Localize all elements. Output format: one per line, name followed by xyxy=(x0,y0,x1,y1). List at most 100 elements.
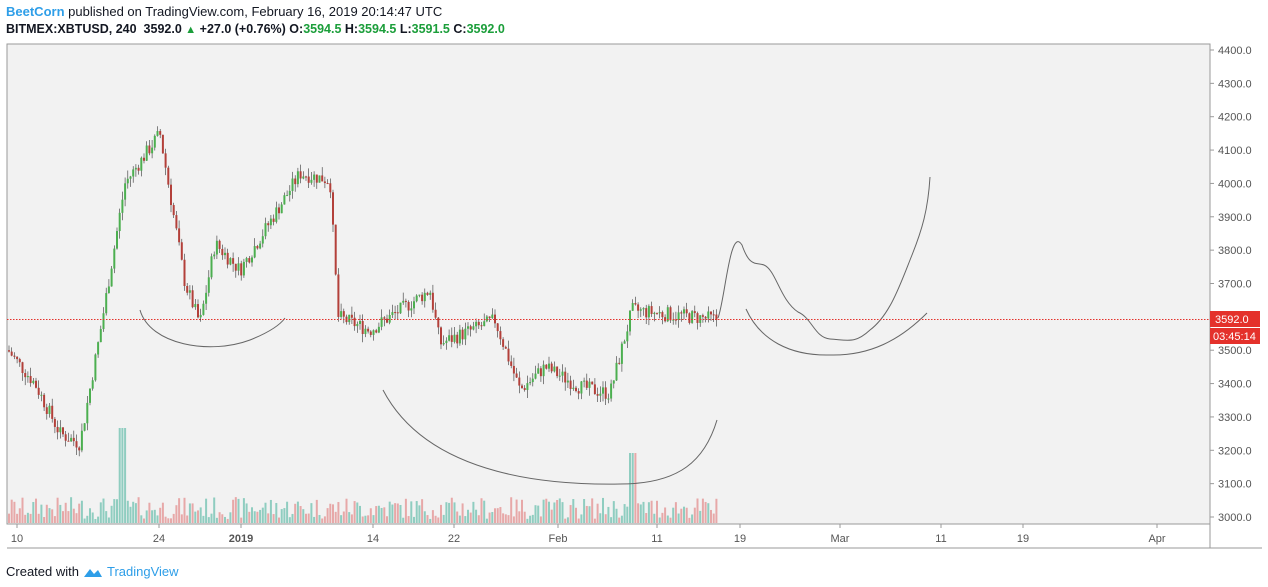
candle-body xyxy=(407,301,410,311)
countdown-value: 03:45:14 xyxy=(1213,331,1256,343)
candle-body xyxy=(380,317,383,327)
volume-bar xyxy=(237,498,240,523)
volume-bar xyxy=(310,503,313,523)
candle-body xyxy=(491,314,494,319)
volume-bar xyxy=(629,453,631,523)
volume-bar xyxy=(323,516,326,523)
candle-body xyxy=(426,292,429,295)
candle-body xyxy=(102,313,105,330)
volume-bar xyxy=(213,497,216,523)
volume-bar xyxy=(612,501,615,523)
candle-body xyxy=(342,311,345,317)
volume-bar xyxy=(507,515,510,523)
volume-bar xyxy=(410,501,413,523)
y-tick-label: 4000.0 xyxy=(1218,178,1252,190)
plot-area[interactable] xyxy=(6,43,1211,525)
candle-body xyxy=(631,303,634,311)
volume-bar xyxy=(626,506,629,523)
candle-body xyxy=(712,314,715,316)
volume-bar xyxy=(375,506,378,523)
candle-body xyxy=(156,131,159,136)
candle-body xyxy=(537,368,540,374)
volume-bar xyxy=(124,428,127,523)
tradingview-brand[interactable]: TradingView xyxy=(106,564,179,579)
volume-bar xyxy=(599,513,602,523)
candle-body xyxy=(485,316,488,322)
created-with-text: Created with xyxy=(6,564,79,579)
candle-body xyxy=(161,134,164,154)
volume-bar xyxy=(197,510,199,523)
candle-body xyxy=(569,380,572,389)
volume-bar xyxy=(548,501,550,523)
volume-bar xyxy=(356,502,359,523)
volume-bar xyxy=(107,517,110,523)
drawn-curve-3[interactable] xyxy=(717,176,931,341)
volume-bar xyxy=(637,503,640,523)
volume-bar xyxy=(72,508,75,523)
volume-bar xyxy=(48,508,51,523)
candle-body xyxy=(553,366,556,372)
candle-body xyxy=(623,341,626,344)
volume-bar xyxy=(564,518,567,523)
candle-body xyxy=(653,312,656,314)
candle-body xyxy=(510,361,513,366)
volume-bar xyxy=(423,511,426,523)
candle-body xyxy=(305,176,307,178)
price-axis[interactable]: 4400.0 4300.0 4200.0 4100.0 4000.0 3900.0 3800… xyxy=(1210,45,1252,524)
candle-body xyxy=(572,387,575,389)
volume-bar xyxy=(399,504,402,523)
volume-bar xyxy=(680,508,683,523)
drawn-curve-2[interactable] xyxy=(382,389,718,485)
candle-body xyxy=(299,171,302,179)
volume-bar xyxy=(710,509,712,523)
drawn-curve-4[interactable] xyxy=(745,308,928,356)
drawn-curve-1[interactable] xyxy=(139,309,286,348)
volume-bar xyxy=(396,503,399,523)
candle-body xyxy=(639,309,642,311)
candlestick-series xyxy=(8,126,718,457)
volume-bar xyxy=(299,506,302,523)
candle-body xyxy=(18,359,21,363)
candle-body xyxy=(180,242,183,260)
candle-body xyxy=(658,312,661,314)
candle-body xyxy=(661,312,664,318)
volume-bar xyxy=(483,500,486,523)
volume-bar xyxy=(89,508,91,523)
volume-bar xyxy=(261,507,264,523)
candle-body xyxy=(53,418,56,427)
candle-body xyxy=(99,329,102,343)
candle-body xyxy=(210,256,213,278)
author-name[interactable]: BeetCorn xyxy=(6,4,65,19)
volume-bar xyxy=(253,511,256,523)
volume-bar xyxy=(494,508,496,523)
candle-body xyxy=(429,292,432,295)
volume-bar xyxy=(164,516,167,523)
candle-body xyxy=(626,331,629,342)
volume-bar xyxy=(56,497,59,523)
volume-bar xyxy=(407,516,410,523)
candle-body xyxy=(315,174,318,183)
y-tick-label: 3700.0 xyxy=(1218,279,1252,291)
volume-bar xyxy=(305,513,307,523)
candle-body xyxy=(51,405,54,419)
volume-bar xyxy=(256,511,259,523)
volume-bar xyxy=(650,500,653,523)
y-tick-label: 4200.0 xyxy=(1218,112,1252,124)
time-axis[interactable]: 10 24 2019 14 22 Feb 11 19 Mar 11 19 Apr xyxy=(11,524,1166,545)
candle-body xyxy=(701,315,704,317)
candle-body xyxy=(175,215,178,229)
volume-bar xyxy=(464,516,467,523)
candle-body xyxy=(674,319,677,321)
symbol-line: BITMEX:XBTUSD, 240 3592.0 ▲ +27.0 (+0.76… xyxy=(6,22,505,36)
candle-body xyxy=(647,306,650,318)
volume-bar xyxy=(291,513,294,523)
volume-bar xyxy=(296,501,299,523)
volume-bar xyxy=(83,518,86,523)
volume-bar xyxy=(437,517,440,523)
candle-body xyxy=(197,304,199,318)
candle-body xyxy=(488,316,491,319)
volume-bar xyxy=(658,517,661,523)
x-tick-label: 11 xyxy=(935,533,946,545)
candle-body xyxy=(64,434,67,441)
